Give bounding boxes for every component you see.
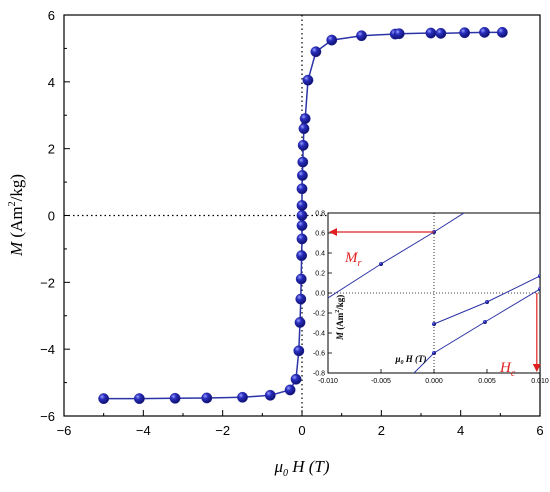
main-data-point	[302, 74, 314, 86]
main-data-point	[296, 183, 308, 195]
main-data-point	[459, 27, 471, 39]
main-data-point	[295, 293, 307, 305]
main-data-point	[133, 393, 145, 405]
main-data-point	[393, 28, 405, 40]
main-y-axis-label: M (Am2/kg)	[7, 174, 26, 257]
inset-x-tick-label: 0.010	[531, 378, 549, 385]
inset-y-tick-label: -0.4	[313, 331, 325, 338]
main-data-point	[297, 139, 309, 151]
main-y-tick-label: −2	[40, 275, 55, 290]
main-data-point	[295, 273, 307, 285]
main-y-tick-label: −6	[40, 409, 55, 424]
main-data-point	[356, 30, 367, 42]
inset-x-tick-label: 0.000	[425, 378, 443, 385]
main-data-point	[326, 34, 338, 46]
main-x-tick-label: −2	[215, 423, 230, 438]
main-data-point	[296, 250, 308, 262]
main-data-point	[294, 317, 306, 328]
inset-data-point	[432, 351, 436, 355]
main-data-point	[98, 393, 110, 405]
inset-y-tick-label: -0.2	[313, 311, 325, 318]
hc-annotation-label: Hc	[499, 360, 516, 379]
inset-data-point	[379, 262, 383, 266]
main-data-point	[425, 27, 437, 39]
main-data-point	[296, 200, 308, 211]
inset-data-point	[482, 320, 487, 324]
main-x-tick-label: −6	[57, 423, 72, 438]
inset-series	[328, 213, 540, 373]
inset-data-point	[432, 322, 436, 326]
main-y-tick-label: 6	[48, 8, 55, 23]
main-data-point	[479, 26, 490, 38]
main-data-point	[496, 26, 508, 38]
main-data-point	[296, 233, 308, 245]
main-series	[98, 26, 508, 405]
inset-x-tick-label: 0.005	[478, 378, 496, 385]
main-x-tick-label: −4	[136, 423, 151, 438]
main-x-tick-label: 6	[536, 423, 543, 438]
inset-guide-lines	[328, 213, 540, 373]
mr-annotation-label: Mr	[344, 250, 362, 269]
main-y-tick-label: 4	[48, 75, 55, 90]
main-x-tick-label: 4	[457, 423, 464, 438]
main-x-tick-label: 2	[378, 423, 385, 438]
inset-data-point	[485, 300, 489, 304]
inset-y-tick-label: 0.0	[315, 291, 325, 298]
inset-y-tick-label: 0.4	[315, 251, 325, 258]
main-y-tick-label: 2	[48, 142, 55, 157]
inset-series-clip	[328, 213, 540, 373]
inset-x-tick-label: -0.005	[371, 378, 391, 385]
main-data-point	[296, 169, 308, 181]
main-data-point	[201, 392, 213, 404]
main-data-point	[264, 389, 276, 401]
main-y-tick-label: −4	[40, 342, 55, 357]
inset-data-point	[538, 274, 540, 278]
inset-series-line	[413, 288, 540, 373]
inset-x-tick-label: -0.010	[318, 378, 338, 385]
main-data-point	[237, 391, 248, 403]
inset-y-tick-label: -0.6	[313, 351, 325, 358]
main-data-point	[435, 27, 447, 39]
main-data-point	[293, 345, 305, 357]
inset-y-tick-label: 0.6	[315, 231, 325, 238]
main-data-point	[297, 156, 309, 168]
inset-annotations	[329, 228, 541, 372]
main-data-point	[284, 384, 296, 396]
inset-x-axis-label: μ0 H (T)	[394, 354, 426, 366]
main-data-point	[310, 46, 322, 58]
inset-data-point	[538, 287, 540, 291]
inset-y-tick-label: 0.2	[315, 271, 325, 278]
main-y-tick-label: 0	[48, 209, 55, 224]
inset-series-line	[328, 213, 465, 299]
inset-axis-ticks: -0.010 -0.005 0.000 0.005 0.010 -0.8 -0.6 -0.4 -…	[313, 211, 549, 386]
main-x-tick-label: 0	[298, 423, 305, 438]
main-data-point	[290, 373, 302, 385]
inset-y-tick-label: 0.8	[315, 211, 325, 218]
main-data-point	[169, 392, 181, 404]
main-x-axis-label: μ0 H (T)	[273, 457, 329, 479]
main-axis-ticks: −6 −4 −2 0 2 4 6 −6 −4 −2 0 2 4 6	[40, 8, 543, 438]
inset-y-axis-label: M (Am2/kg)	[335, 295, 345, 341]
main-data-point	[299, 113, 311, 124]
main-data-point	[296, 210, 308, 221]
main-data-point	[298, 123, 310, 135]
main-data-point	[296, 220, 308, 231]
inset-y-tick-label: -0.8	[313, 371, 325, 378]
